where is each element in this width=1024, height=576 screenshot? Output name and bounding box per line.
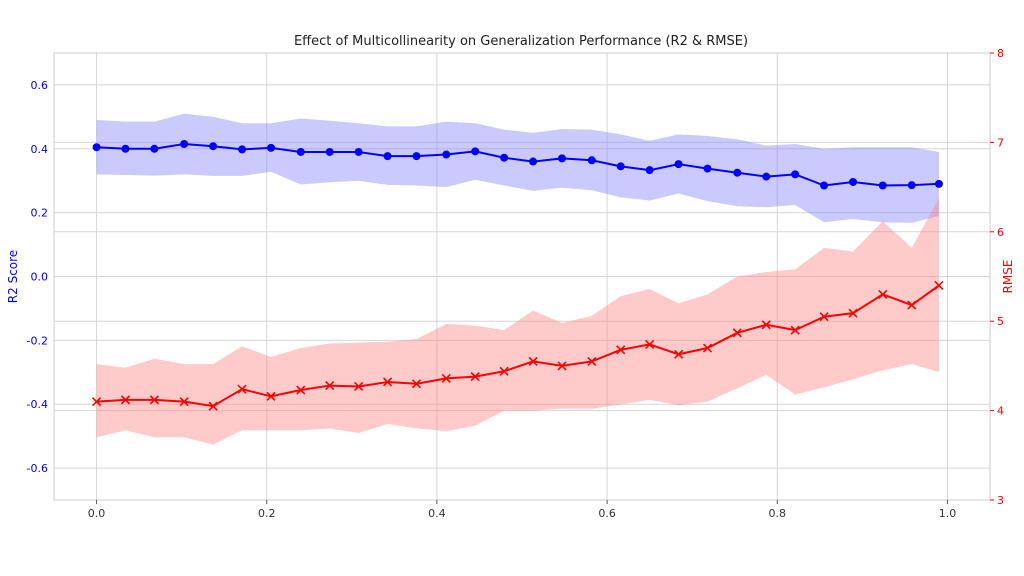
y-ticks-right: 3 4 5 6 7 8: [990, 47, 1004, 507]
series-right-point: [761, 320, 771, 330]
series-right-point: [587, 356, 597, 366]
series-left-point: [92, 143, 101, 152]
x-tick-label: 0.6: [598, 507, 616, 520]
series-left-point: [354, 147, 363, 156]
series-right-point: [616, 345, 626, 355]
y-right-tick-label: 5: [997, 315, 1004, 328]
series-left-point: [150, 144, 159, 153]
y-axis-left-label: R2 Score: [6, 250, 20, 303]
series-right-point: [411, 379, 422, 389]
series-left-line: [96, 142, 939, 187]
y-right-tick-label: 8: [997, 47, 1004, 60]
series-right-point: [878, 289, 888, 299]
y-left-tick-label: -0.4: [27, 398, 48, 411]
x-tick-label: 0.4: [428, 507, 446, 520]
series-left-point: [878, 181, 887, 190]
series-left-point: [266, 143, 275, 152]
series-right-point: [91, 397, 102, 407]
y-right-tick-label: 4: [997, 405, 1004, 418]
series-right-point: [848, 308, 858, 318]
series-left-point: [325, 147, 334, 156]
series-left-point: [849, 177, 858, 186]
series-left-point: [703, 164, 712, 173]
series-right-point: [382, 377, 393, 387]
series-right-point: [934, 280, 944, 291]
y-left-tick-label: -0.6: [27, 462, 48, 475]
series-right-point: [179, 397, 189, 407]
series-right-point: [149, 395, 159, 405]
series-right-point: [732, 328, 742, 338]
chart-title: Effect of Multicollinearity on Generaliz…: [294, 34, 748, 49]
y-right-tick-label: 3: [997, 494, 1004, 507]
series-left-point: [238, 145, 247, 154]
series-right-point: [208, 401, 218, 411]
x-tick-label: 0.0: [88, 507, 106, 520]
series-left-point: [442, 150, 451, 159]
series-right-point: [266, 391, 276, 401]
y-left-tick-label: 0.2: [31, 207, 49, 220]
x-tick-label: 1.0: [939, 507, 957, 520]
series-right-point: [120, 395, 131, 405]
series-left-point: [934, 179, 943, 188]
series-left-point: [674, 160, 683, 169]
series-left-point: [412, 152, 421, 161]
x-ticks: 0.0 0.2 0.4 0.6 0.8 1.0: [88, 500, 956, 520]
y-ticks-left: -0.6 -0.4 -0.2 0.0 0.2 0.4 0.6: [27, 79, 48, 475]
series-left-point: [733, 168, 742, 177]
markers: [91, 139, 944, 411]
series-right-point: [237, 384, 247, 394]
series-left-point: [121, 144, 130, 153]
y-left-tick-label: 0.0: [31, 271, 49, 284]
series-left-point: [529, 157, 538, 166]
series-right-point: [296, 385, 306, 395]
plot-frame: [53, 52, 991, 501]
series-right-point: [702, 343, 713, 353]
series-left-point: [762, 172, 771, 181]
series-left-point: [616, 162, 625, 171]
series-left-point: [587, 156, 596, 165]
series-left-point: [209, 142, 218, 151]
x-tick-label: 0.2: [258, 507, 276, 520]
bands: [96, 113, 939, 445]
series-right-line: [96, 284, 940, 408]
y-right-tick-label: 7: [997, 136, 1004, 149]
series-left-point: [296, 147, 305, 156]
series-right-band: [96, 197, 939, 445]
series-left-band: [96, 113, 939, 223]
series-left-point: [791, 170, 800, 179]
series-left-point: [820, 181, 829, 190]
series-right-point: [674, 349, 684, 359]
series-right-point: [470, 372, 480, 382]
series-right-point: [354, 381, 364, 392]
y-axis-right-label: RMSE: [1001, 260, 1015, 294]
series-left-point: [645, 166, 654, 175]
series-left-point: [471, 147, 480, 156]
y-right-tick-label: 6: [997, 226, 1004, 239]
series-left-point: [557, 154, 566, 163]
series-right-point: [557, 361, 567, 371]
series-right-point: [907, 300, 917, 310]
series-right-point: [499, 366, 509, 376]
series-left-point: [180, 139, 189, 148]
series-right-point: [441, 373, 451, 383]
y-left-tick-label: -0.2: [27, 334, 48, 347]
series-left-point: [383, 152, 392, 161]
y-left-tick-label: 0.4: [31, 143, 49, 156]
series-right-point: [790, 325, 800, 335]
y-left-tick-label: 0.6: [31, 79, 49, 92]
series-left-point: [500, 153, 509, 162]
series-right-point: [819, 312, 829, 322]
x-tick-label: 0.8: [769, 507, 787, 520]
series-right-point: [645, 339, 655, 350]
series-right-point: [325, 381, 335, 391]
lines: [96, 142, 940, 408]
series-left-point: [907, 181, 916, 190]
series-right-point: [528, 356, 538, 366]
